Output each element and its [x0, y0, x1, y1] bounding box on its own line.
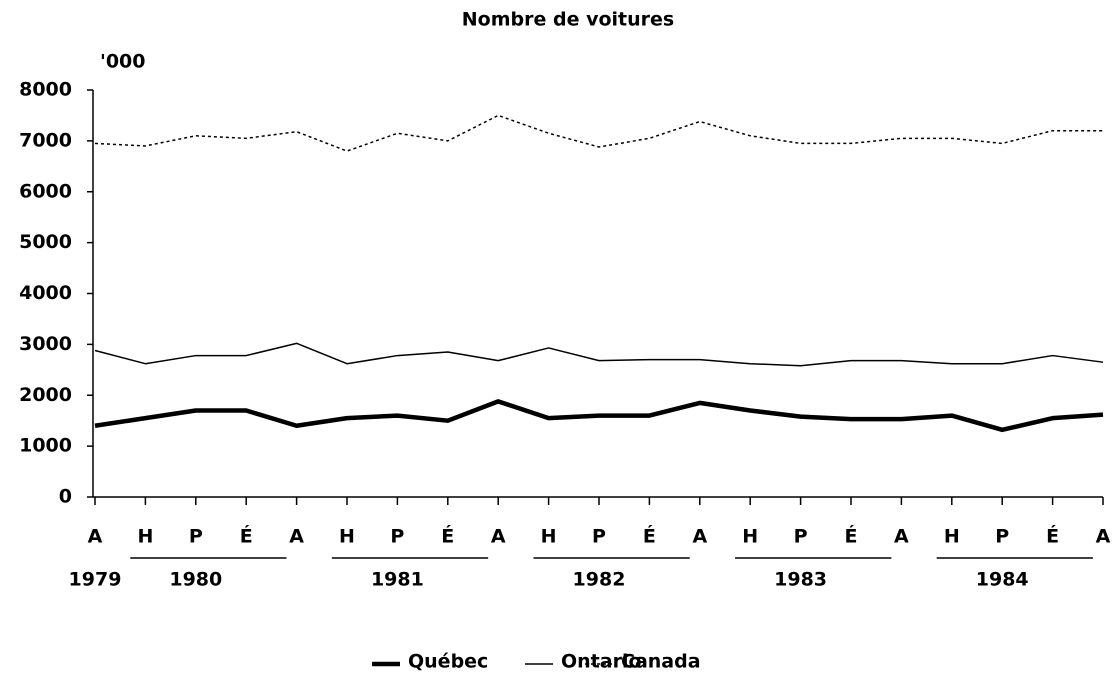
x-tick-label: H: [339, 526, 355, 548]
x-tick-label: P: [592, 526, 606, 548]
y-tick-label: 7000: [19, 129, 72, 151]
series-line: [94, 342, 1104, 367]
series-line: [94, 399, 1104, 433]
x-tick-label: H: [541, 526, 557, 548]
x-tick-label: H: [137, 526, 153, 548]
x-tick-label: P: [189, 526, 203, 548]
legend-label: Québec: [408, 651, 488, 673]
x-tick-label: P: [390, 526, 404, 548]
x-tick-label: É: [240, 525, 253, 548]
x-tick-label: P: [794, 526, 808, 548]
y-tick-label: 2000: [19, 384, 72, 406]
x-tick-label: H: [944, 526, 960, 548]
legend-label: Canada: [621, 651, 701, 673]
year-label: 1981: [371, 569, 424, 591]
y-tick-label: 8000: [19, 79, 72, 101]
y-tick-label: 0: [59, 486, 72, 508]
year-label: 1984: [976, 569, 1029, 591]
x-tick-label: É: [643, 525, 656, 548]
y-tick-label: 1000: [19, 435, 72, 457]
chart-title: Nombre de voitures: [462, 9, 674, 31]
x-tick-label: A: [88, 526, 103, 548]
x-tick-label: É: [441, 525, 454, 548]
y-unit: '000: [100, 51, 145, 73]
x-tick-label: É: [1046, 525, 1059, 548]
year-label: 1983: [774, 569, 827, 591]
x-tick-label: A: [692, 526, 707, 548]
series-line: [94, 114, 1103, 152]
x-tick-label: H: [742, 526, 758, 548]
x-tick-label: A: [289, 526, 304, 548]
x-tick-label: É: [845, 525, 858, 548]
year-label: 1982: [573, 569, 626, 591]
year-label: 1980: [169, 569, 222, 591]
x-tick-label: P: [995, 526, 1009, 548]
legend-label: Ontario: [561, 651, 642, 673]
x-tick-label: A: [1096, 526, 1111, 548]
x-tick-label: A: [894, 526, 909, 548]
y-tick-label: 5000: [19, 231, 72, 253]
year-label: 1979: [69, 569, 122, 591]
y-tick-label: 6000: [19, 180, 72, 202]
x-tick-label: A: [491, 526, 506, 548]
y-tick-label: 4000: [19, 282, 72, 304]
y-tick-label: 3000: [19, 333, 72, 355]
